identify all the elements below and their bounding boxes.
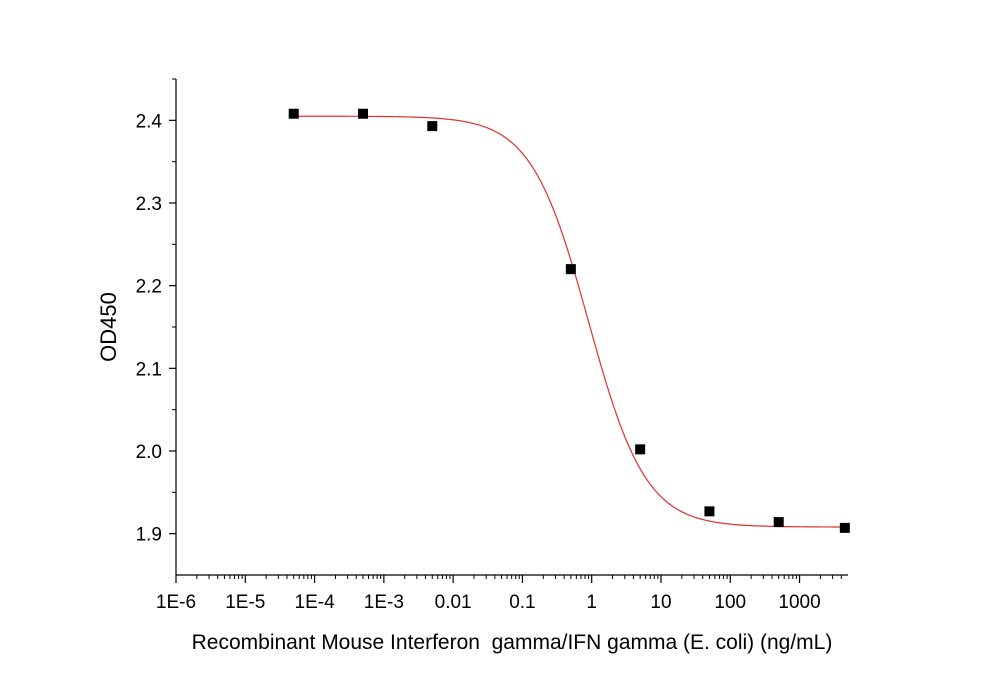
data-point bbox=[427, 121, 438, 132]
data-point bbox=[288, 108, 299, 119]
y-tick-label: 2.0 bbox=[136, 442, 162, 463]
x-tick-label: 1E-3 bbox=[364, 592, 404, 613]
x-tick-label: 1E-4 bbox=[295, 592, 336, 613]
y-tick-label: 2.2 bbox=[136, 277, 162, 298]
data-point bbox=[565, 264, 576, 275]
data-point bbox=[704, 506, 715, 517]
data-point bbox=[358, 108, 369, 119]
data-point bbox=[635, 444, 646, 455]
plot-area bbox=[288, 108, 850, 533]
y-tick-label: 2.4 bbox=[136, 111, 163, 132]
x-tick-label: 100 bbox=[714, 592, 746, 613]
x-tick-label: 1E-5 bbox=[225, 592, 265, 613]
fit-curve bbox=[293, 115, 845, 528]
x-tick-label: 1000 bbox=[778, 592, 820, 613]
x-tick-label: 1 bbox=[586, 592, 597, 613]
data-points bbox=[288, 108, 850, 533]
x-tick-label: 0.01 bbox=[435, 592, 472, 613]
data-point bbox=[839, 522, 850, 533]
x-tick-label: 1E-6 bbox=[156, 592, 196, 613]
y-tick-label: 2.3 bbox=[136, 194, 162, 215]
y-tick-label: 1.9 bbox=[136, 525, 162, 546]
axes: 1.9 2.0 2.1 2.2 2.3 2.4 1E-6 1E-5 1E-4 1E-3 0.01 0… bbox=[136, 78, 848, 613]
x-ticks: 1E-6 1E-5 1E-4 1E-3 0.01 0.1 1 10 100 1000 bbox=[156, 575, 842, 613]
data-point bbox=[773, 517, 784, 528]
y-ticks: 1.9 2.0 2.1 2.2 2.3 2.4 bbox=[136, 78, 176, 546]
y-axis-label: OD450 bbox=[96, 292, 121, 362]
x-axis-label: Recombinant Mouse Interferon gamma/IFN g… bbox=[192, 631, 833, 654]
x-tick-label: 0.1 bbox=[509, 592, 535, 613]
y-tick-label: 2.1 bbox=[136, 359, 162, 380]
x-tick-label: 10 bbox=[650, 592, 671, 613]
